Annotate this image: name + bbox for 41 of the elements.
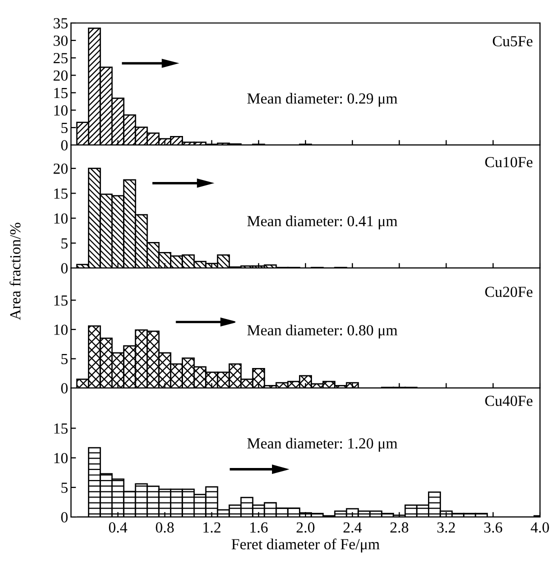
y-tick-label: 15 [54, 423, 68, 434]
y-axis-title: Area fraction/% [10, 222, 21, 320]
y-tick-label: 20 [54, 70, 68, 81]
x-tick-label: 3.2 [437, 522, 455, 533]
y-tick-label: 10 [54, 105, 68, 116]
y-tick-label: 5 [61, 482, 68, 493]
y-tick-label: 5 [61, 122, 68, 134]
x-axis-title: Feret diameter of Fe/μm [232, 538, 380, 553]
y-tick-label: 0 [61, 140, 68, 150]
annotation: Mean diameter: 1.20 μm [247, 438, 398, 452]
x-tick-label: 0.4 [108, 522, 128, 533]
y-tick-label: 0 [61, 383, 68, 394]
text: Cu5Fe [492, 36, 532, 46]
x-tick-label: 2.8 [390, 522, 408, 533]
y-tick-label: 30 [54, 36, 68, 46]
y-tick-label: 25 [54, 53, 68, 64]
y-tick-label: 10 [54, 324, 68, 335]
annotation: Mean diameter: 0.29 μm [247, 92, 398, 107]
x-tick-label: 0.8 [156, 522, 174, 533]
x-tick-label: 3.6 [484, 522, 502, 533]
y-tick-label: 10 [54, 213, 68, 224]
x-tick-label: 1.2 [203, 522, 220, 533]
y-tick-label: 0 [61, 512, 68, 522]
annotation: Mean diameter: 0.41 μm [247, 216, 398, 230]
x-tick-label: 4.0 [530, 522, 549, 533]
y-tick-label: 5 [61, 354, 68, 364]
y-tick-label: 35 [54, 18, 68, 28]
y-tick-label: 15 [54, 88, 68, 98]
y-tick-label: 15 [54, 188, 68, 199]
y-tick-label: 5 [61, 238, 68, 249]
y-tick-label: 20 [54, 164, 68, 174]
x-tick-label: 2.0 [296, 522, 314, 533]
chart-title: Cu40Fe [485, 396, 532, 406]
y-tick-label: 0 [61, 263, 68, 274]
text: Cu20Fe [485, 286, 532, 298]
text: Cu10Fe [485, 156, 532, 168]
y-tick-label: 15 [54, 295, 68, 306]
annotation: Mean diameter: 0.80 μm [247, 324, 398, 339]
x-tick-label: 1.6 [250, 522, 268, 533]
y-tick-label: 10 [54, 452, 68, 464]
x-tick-label: 2.4 [344, 522, 362, 533]
